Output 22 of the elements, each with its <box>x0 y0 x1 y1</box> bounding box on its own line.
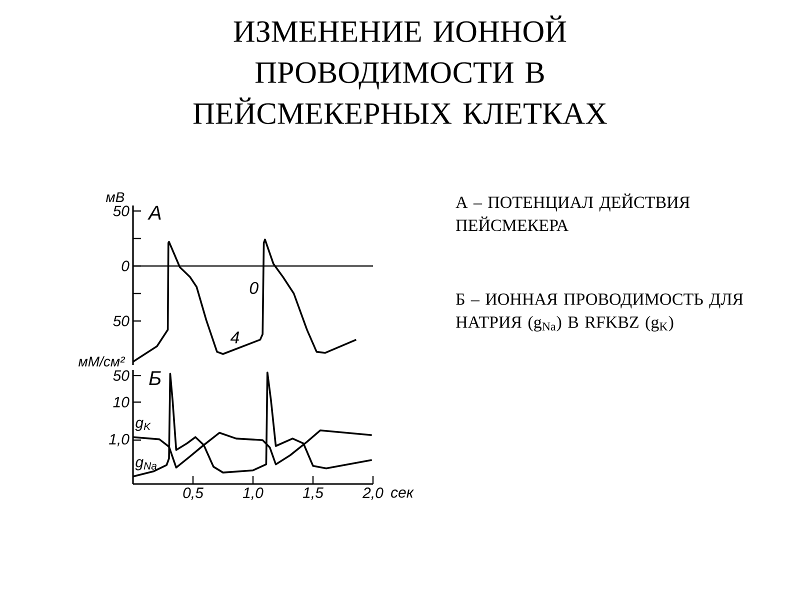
annotation: 4 <box>230 332 240 344</box>
y-tick-label: 1,0 <box>109 434 130 446</box>
y-tick-label: 50 <box>113 370 130 381</box>
chart-title: ИЗМЕНЕНИЕ ИОННОЙ ПРОВОДИМОСТИ В ПЕЙСМЕКЕРНЫХ КЛЕТКАХ <box>193 16 607 124</box>
x-tick-label: 1,5 <box>302 488 324 500</box>
y-tick-label: 50 <box>113 206 130 216</box>
y-axis-title: мВ <box>106 192 124 202</box>
text: Б – ИОННАЯ ПРОВОДИМОСТЬ ДЛЯ НАТРИЯ (g$_{Na}$) В RFKBZ (g$_{K}$) <box>456 294 744 332</box>
annotation: А <box>148 206 161 220</box>
x-tick-label: 0,5 <box>183 488 204 500</box>
annotation: 0 <box>250 282 258 294</box>
text: А – ПОТЕНЦИАЛ ДЕЙСТВИЯ ПЕЙСМЕКЕРА <box>456 194 690 232</box>
y-tick-label: 0 <box>122 260 130 272</box>
y-tick-label: 10 <box>113 396 130 408</box>
y-tick-label: 50 <box>113 316 130 326</box>
series-label: g$_{Na}$ <box>135 459 157 470</box>
x-axis-title: сек <box>391 490 414 498</box>
x-tick-label: 2,0 <box>362 488 384 500</box>
y-axis-title: мМ/см² <box>78 356 126 366</box>
series-label: g$_{K}$ <box>135 420 151 431</box>
annotation: Б <box>149 371 161 386</box>
x-tick-label: 1,0 <box>242 488 264 500</box>
